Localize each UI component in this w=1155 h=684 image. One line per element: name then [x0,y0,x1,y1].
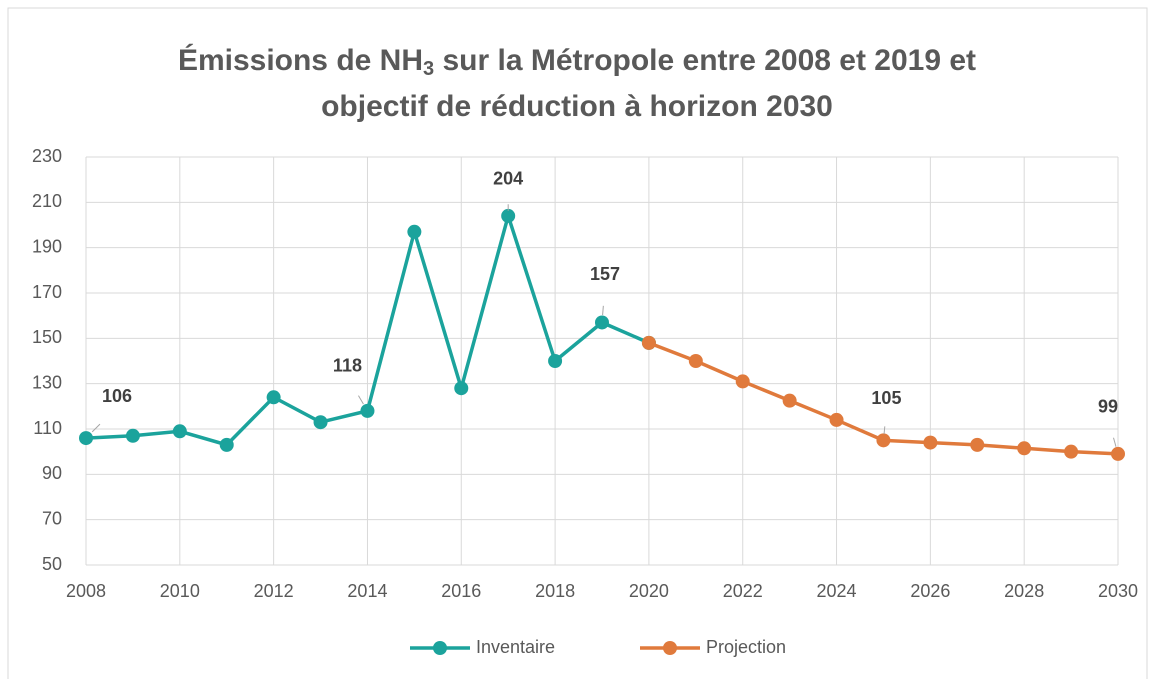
point [782,393,797,408]
y-tick-label: 210 [32,191,62,211]
leader-line [91,423,101,433]
data-label: 157 [590,264,620,284]
y-tick-label: 70 [42,508,62,528]
legend-marker [663,641,677,655]
leader-line [358,395,364,405]
legend-label: Projection [706,637,786,657]
point [360,403,375,418]
data-label: 105 [871,388,901,408]
legend-marker [433,641,447,655]
point [735,374,750,389]
x-tick-label: 2010 [160,581,200,601]
y-tick-label: 230 [32,146,62,166]
chart-border [7,7,1148,684]
point [125,428,140,443]
x-tick-label: 2024 [817,581,857,601]
point [219,437,234,452]
point [876,433,891,448]
legend-label: Inventaire [476,637,555,657]
x-tick-label: 2018 [535,581,575,601]
x-tick-label: 2014 [347,581,387,601]
point [970,437,985,452]
y-tick-label: 130 [32,372,62,392]
point [1064,444,1079,459]
point [172,424,187,439]
point [313,415,328,430]
x-tick-label: 2026 [910,581,950,601]
data-label: 99 [1098,397,1118,417]
leader-line [883,426,886,435]
chart-title: objectif de réduction à horizon 2030 [321,90,833,123]
point [548,354,563,368]
point [641,335,656,350]
x-tick-label: 2012 [254,581,294,601]
point [1111,446,1125,461]
leader-line [602,305,604,316]
chart-title: Émissions de NH3 sur la Métropole entre … [178,43,976,80]
data-label: 204 [493,169,523,189]
point [79,431,93,446]
point [454,381,469,396]
point [923,435,938,450]
x-tick-label: 2022 [723,581,763,601]
point [266,390,281,405]
x-tick-label: 2020 [629,581,669,601]
data-label: 106 [102,386,132,406]
y-tick-label: 50 [42,554,62,574]
x-tick-label: 2030 [1098,581,1138,601]
point [501,208,516,223]
y-tick-label: 170 [32,282,62,302]
point [407,224,422,239]
leader-line [1113,437,1117,447]
data-label: 118 [333,356,362,376]
point [688,354,703,368]
point [829,412,844,427]
point [1017,441,1032,456]
x-tick-label: 2016 [441,581,481,601]
y-tick-label: 190 [32,236,62,256]
x-tick-label: 2008 [66,581,106,601]
y-tick-label: 90 [42,463,62,483]
y-tick-label: 110 [33,418,62,438]
point [595,315,609,330]
x-tick-label: 2028 [1004,581,1044,601]
y-tick-label: 150 [32,327,62,347]
